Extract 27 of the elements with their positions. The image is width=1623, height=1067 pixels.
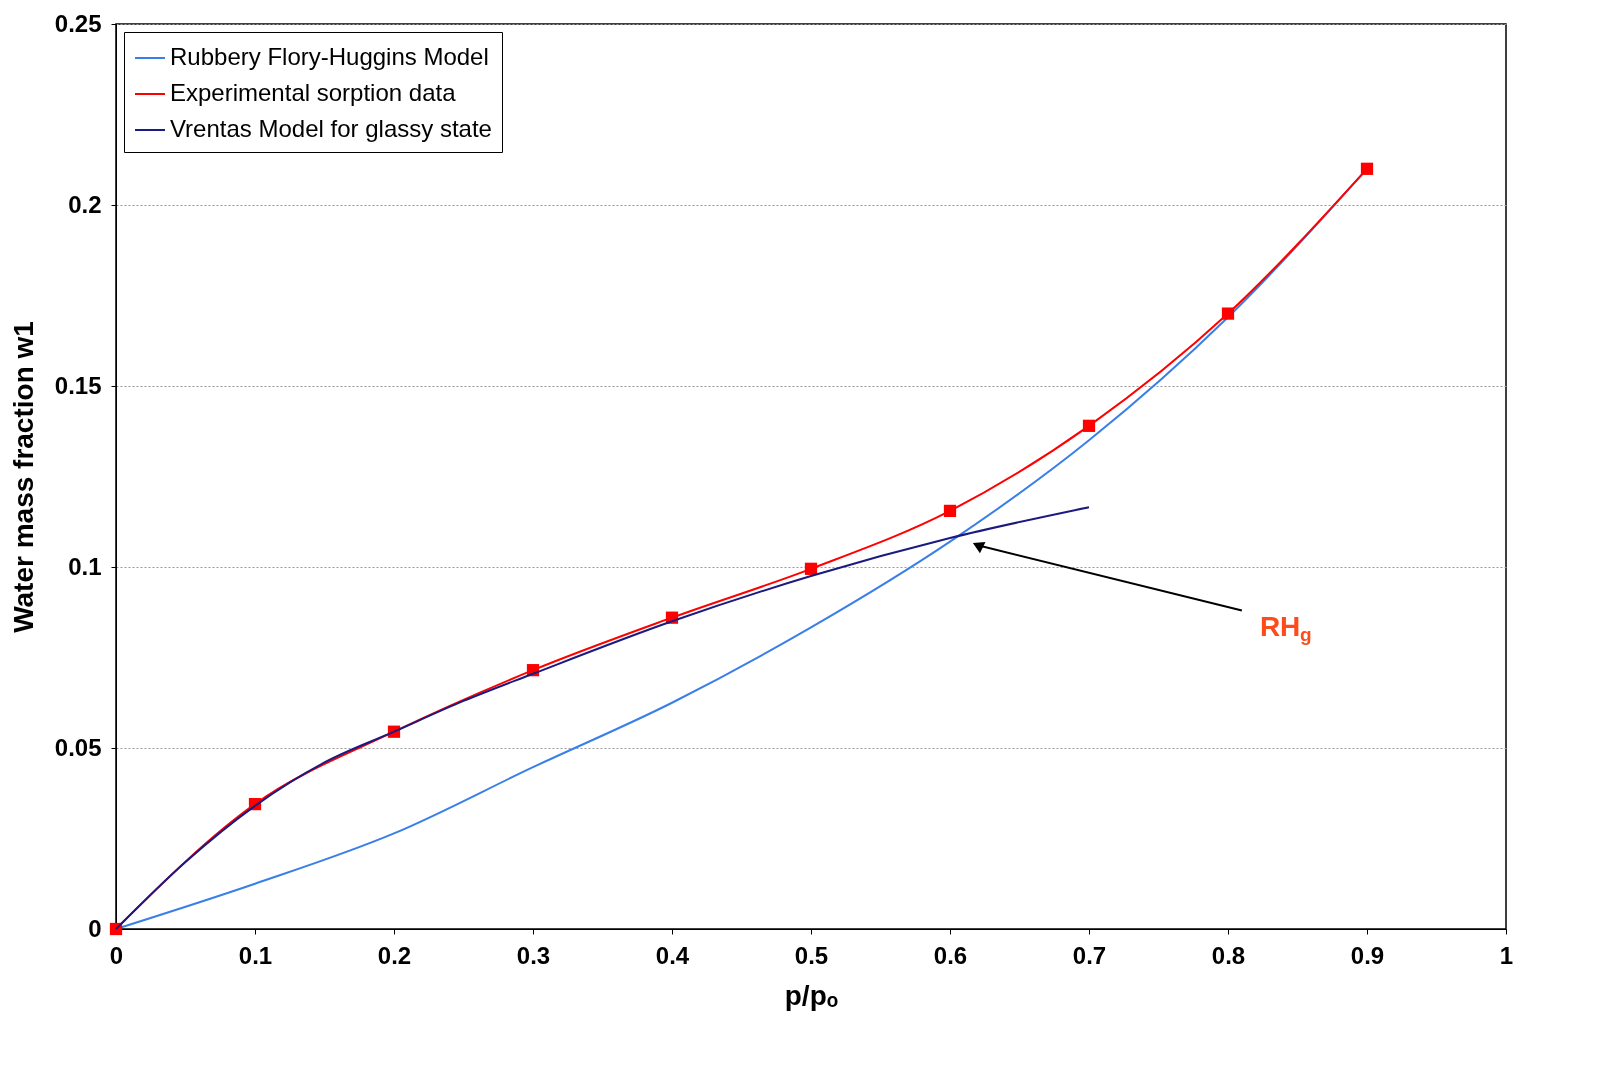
x-tick-label: 1 xyxy=(1499,941,1514,969)
x-tick-label: 0.8 xyxy=(1211,941,1246,969)
x-tick-label: 0.1 xyxy=(238,941,273,969)
y-axis-title: Water mass fraction w1 xyxy=(7,321,39,633)
x-tick-label: 0.7 xyxy=(1072,941,1107,969)
x-tick-label: 0.5 xyxy=(794,941,829,969)
y-tick-label: 0 xyxy=(88,914,102,942)
point xyxy=(1221,307,1235,320)
x-tick-label: 0.2 xyxy=(377,941,412,969)
y-tick-label: 0.2 xyxy=(68,190,102,218)
y-tick-label: 0.05 xyxy=(54,733,102,761)
x-tick-label: 0 xyxy=(109,941,124,969)
y-tick-label: 0.1 xyxy=(68,552,102,580)
x-tick-label: 0.3 xyxy=(516,941,551,969)
x-tick-label: 0.6 xyxy=(933,941,968,969)
y-tick-label: 0.25 xyxy=(54,9,102,37)
x-tick-label: 0.9 xyxy=(1350,941,1385,969)
point xyxy=(804,562,818,575)
point xyxy=(943,504,957,518)
legend-label: Rubbery Flory-Huggins Model xyxy=(170,43,489,70)
x-axis-title: p/pₒ xyxy=(784,979,839,1011)
legend-label: Vrentas Model for glassy state xyxy=(170,115,492,142)
point xyxy=(1082,419,1096,432)
point xyxy=(1360,162,1374,175)
x-tick-label: 0.4 xyxy=(655,941,690,969)
legend-label: Experimental sorption data xyxy=(170,79,457,106)
y-tick-label: 0.15 xyxy=(54,371,102,399)
